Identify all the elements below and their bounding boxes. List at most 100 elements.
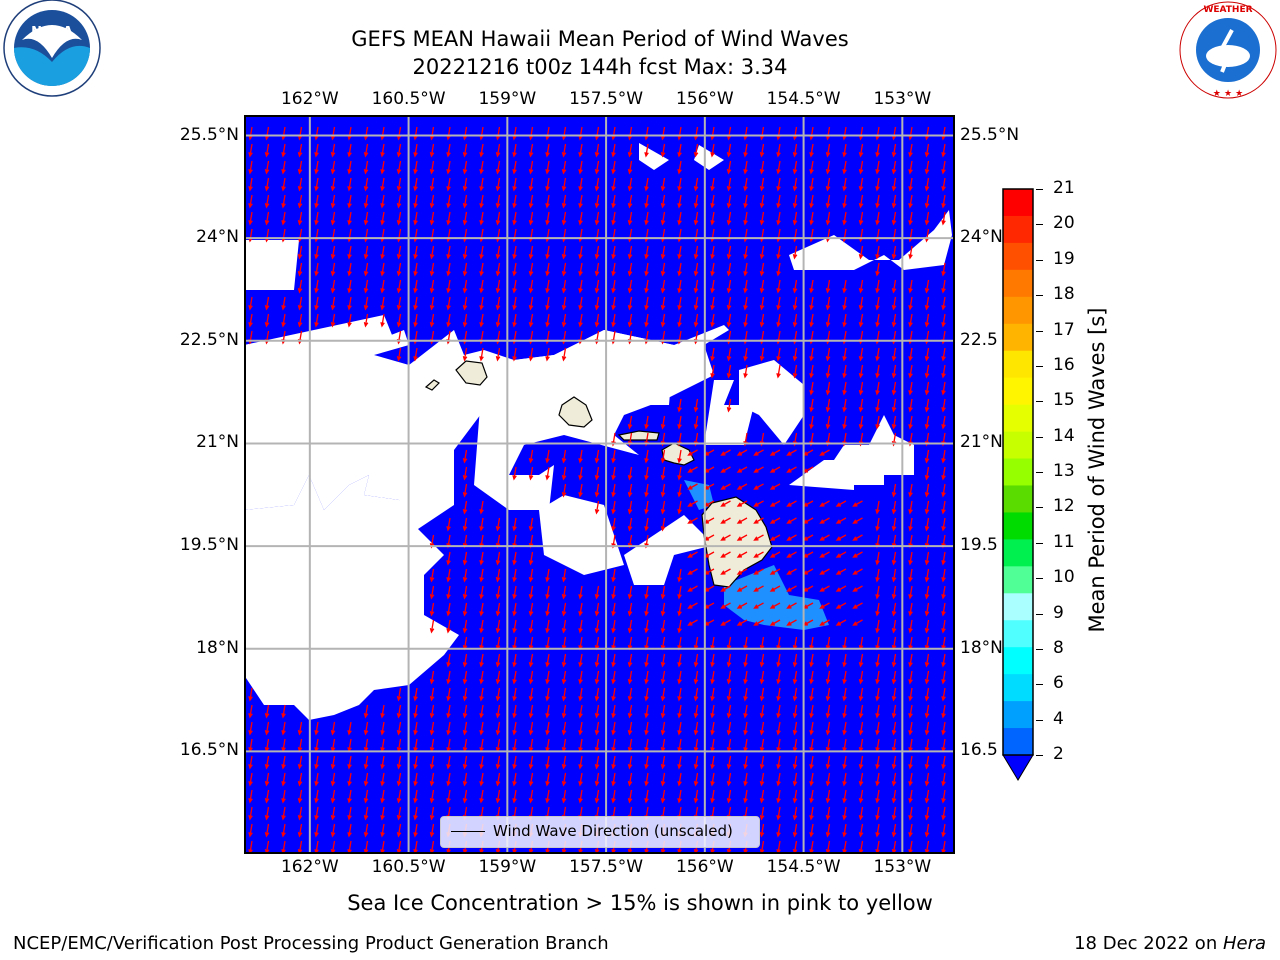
wind-wave-arrow: [363, 211, 369, 226]
colorbar-tick-mark: [1036, 330, 1043, 332]
wind-wave-arrow: [825, 177, 831, 192]
wind-wave-arrow: [644, 500, 649, 515]
wind-wave-arrow: [545, 653, 550, 668]
wind-wave-arrow: [875, 364, 880, 379]
wind-wave-arrow: [776, 670, 781, 685]
wind-wave-arrow: [545, 449, 550, 464]
wind-wave-arrow: [512, 755, 517, 770]
wind-wave-arrow: [825, 194, 831, 209]
wind-wave-arrow: [297, 194, 303, 209]
wind-wave-arrow: [380, 177, 385, 192]
lat-tick-left: 18°N: [196, 637, 239, 658]
wind-wave-arrow: [759, 347, 765, 362]
wind-wave-arrow: [759, 823, 765, 838]
wind-wave-arrow: [858, 347, 864, 362]
wind-wave-arrow: [594, 483, 600, 498]
wind-wave-arrow: [611, 704, 616, 719]
colorbar-tick-mark: [1036, 542, 1043, 544]
wind-wave-arrow: [594, 585, 600, 600]
wind-wave-arrow: [941, 755, 946, 770]
wind-wave-arrow: [924, 789, 930, 804]
wind-wave-arrow: [908, 415, 913, 430]
wind-wave-arrow: [924, 687, 930, 702]
wind-wave-arrow: [627, 704, 633, 719]
wind-wave-arrow: [875, 551, 880, 566]
wind-wave-arrow: [759, 160, 765, 175]
wind-wave-arrow: [363, 823, 369, 838]
wind-wave-arrow: [693, 670, 699, 685]
wind-wave-arrow: [446, 262, 451, 277]
wind-wave-arrow: [578, 296, 583, 311]
wind-wave-arrow: [924, 551, 930, 566]
wind-wave-arrow: [759, 245, 765, 260]
wind-wave-arrow: [330, 296, 336, 311]
wind-wave-arrow: [297, 211, 303, 226]
wind-wave-arrow: [545, 262, 550, 277]
wind-wave-arrow: [363, 313, 369, 328]
wind-wave-arrow: [446, 568, 451, 583]
wind-wave-arrow: [891, 687, 897, 702]
wind-wave-arrow: [380, 755, 385, 770]
wind-wave-arrow: [687, 551, 698, 558]
wind-wave-arrow: [347, 721, 352, 736]
wind-wave-arrow: [908, 483, 913, 498]
wind-wave-arrow: [495, 296, 501, 311]
wind-wave-arrow: [759, 279, 765, 294]
wind-wave-arrow: [611, 160, 616, 175]
wind-wave-arrow: [512, 670, 517, 685]
wind-wave-arrow: [578, 585, 583, 600]
wind-wave-arrow: [776, 143, 781, 158]
wind-wave-arrow: [743, 772, 748, 787]
wind-wave-arrow: [413, 806, 418, 821]
wind-wave-arrow: [644, 262, 649, 277]
wind-wave-arrow: [726, 313, 732, 328]
wind-wave-arrow: [941, 670, 946, 685]
wind-wave-arrow: [347, 211, 352, 226]
wind-wave-arrow: [479, 313, 484, 328]
wind-wave-arrow: [759, 177, 765, 192]
wind-wave-arrow: [561, 313, 567, 328]
colorbar-segment: [1003, 404, 1033, 433]
wind-wave-arrow: [660, 177, 666, 192]
wind-wave-arrow: [825, 653, 831, 668]
colorbar-segment: [1003, 350, 1033, 379]
wind-wave-arrow: [264, 313, 270, 328]
wind-wave-arrow: [720, 585, 731, 592]
wind-wave-arrow: [660, 721, 666, 736]
wind-wave-arrow: [578, 687, 583, 702]
wind-wave-arrow: [842, 415, 847, 430]
wind-wave-arrow: [462, 313, 468, 328]
wind-wave-arrow: [512, 687, 517, 702]
wind-wave-arrow: [875, 500, 880, 515]
wind-wave-arrow: [858, 296, 864, 311]
wind-wave-arrow: [693, 296, 699, 311]
wind-wave-arrow: [462, 602, 468, 617]
wind-wave-arrow: [809, 194, 814, 209]
wind-wave-arrow: [446, 721, 451, 736]
wind-wave-arrow: [248, 177, 253, 192]
wind-wave-arrow: [759, 704, 765, 719]
wind-wave-arrow: [693, 262, 699, 277]
wind-wave-arrow: [462, 789, 468, 804]
wind-wave-arrow: [330, 279, 336, 294]
wind-wave-arrow: [776, 364, 781, 379]
wind-wave-arrow: [462, 568, 468, 583]
wind-wave-arrow: [429, 806, 435, 821]
wind-wave-arrow: [611, 721, 616, 736]
wind-wave-arrow: [512, 279, 517, 294]
wind-wave-arrow: [462, 653, 468, 668]
wind-wave-arrow: [495, 211, 501, 226]
wind-wave-arrow: [248, 823, 253, 838]
wind-wave-arrow: [726, 143, 732, 158]
wind-wave-arrow: [776, 687, 781, 702]
wind-wave-arrow: [660, 755, 666, 770]
wind-wave-arrow: [776, 653, 781, 668]
wind-wave-arrow: [819, 449, 830, 456]
wind-wave-arrow: [743, 313, 748, 328]
wind-wave-arrow: [611, 143, 616, 158]
wind-wave-arrow: [347, 823, 352, 838]
wind-wave-arrow: [479, 177, 484, 192]
wind-wave-arrow: [561, 483, 567, 498]
wind-wave-arrow: [769, 534, 781, 541]
colorbar-tick: 2: [1053, 744, 1064, 764]
